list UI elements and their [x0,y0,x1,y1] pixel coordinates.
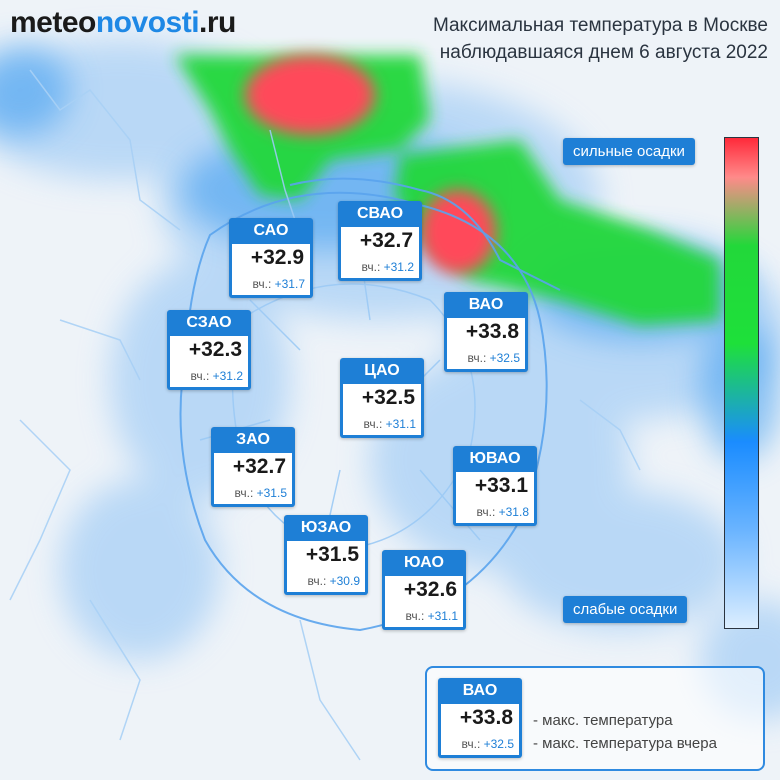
district-name: ВАО [462,682,498,699]
scale-bottom-label: слабые осадки [563,596,688,623]
prev-prefix: вч.: [467,351,487,365]
district-card-tsao: ЦАО +32.5 вч.: +31.1 [340,358,424,438]
district-name: ЮВАО [469,450,521,467]
district-name: ЮАО [404,554,444,571]
map-title: Максимальная температура в Москве наблюд… [433,12,768,66]
district-name: СЗАО [186,314,232,331]
title-line-1: Максимальная температура в Москве [432,15,768,36]
legend-sample-card: ВАО +33.8 вч.: +32.5 [438,678,522,758]
logo-part-meteo: meteo [10,6,96,39]
district-prev-temp: +30.9 [329,574,360,588]
prev-prefix: вч.: [405,609,425,623]
district-prev-temp: +32.5 [483,737,514,751]
district-name: ЗАО [236,431,270,448]
legend-temp-desc: - макс. температура [533,712,673,729]
legend-box: ВАО +33.8 вч.: +32.5 - макс. температура… [425,666,765,771]
legend-prev-desc: - макс. температура вчера [533,735,717,752]
district-prev-temp: +31.2 [383,260,414,274]
district-prev-temp: +31.5 [256,486,287,500]
site-logo[interactable]: meteonovosti.ru [10,6,236,40]
logo-part-novosti: novosti [95,6,200,39]
district-card-vao: ВАО +33.8 вч.: +32.5 [444,292,528,372]
district-card-yuao: ЮАО +32.6 вч.: +31.1 [382,550,466,630]
district-prev-temp: +32.5 [489,351,520,365]
district-name: ЦАО [364,362,400,379]
district-prev-temp: +31.8 [498,505,529,519]
district-temp: +32.3 [188,338,242,361]
title-line-2: наблюдавшаяся днем 6 августа 2022 [439,42,768,63]
district-temp: +32.9 [250,246,304,269]
district-name: СВАО [356,205,404,222]
district-temp: +32.7 [359,229,413,252]
district-name: ЮЗАО [300,519,352,536]
district-temp: +32.5 [361,386,415,409]
district-card-zao: ЗАО +32.7 вч.: +31.5 [211,427,295,507]
district-temp: +32.7 [232,455,286,478]
prev-prefix: вч.: [307,574,327,588]
district-prev-temp: +31.2 [212,369,243,383]
district-prev-temp: +31.1 [427,609,458,623]
scale-top-label: сильные осадки [563,138,695,165]
district-name: ВАО [468,296,504,313]
prev-prefix: вч.: [252,277,272,291]
district-card-yuvao: ЮВАО +33.1 вч.: +31.8 [453,446,537,526]
district-temp: +33.8 [459,706,513,729]
precip-color-scale [724,137,759,629]
district-card-yuzao: ЮЗАО +31.5 вч.: +30.9 [284,515,368,595]
district-temp: +32.6 [403,578,457,601]
district-temp: +33.8 [465,320,519,343]
prev-prefix: вч.: [190,369,210,383]
logo-part-domain: .ru [199,6,236,39]
district-prev-temp: +31.1 [385,417,416,431]
district-temp: +31.5 [305,543,359,566]
prev-prefix: вч.: [363,417,383,431]
district-name: САО [253,222,289,239]
district-card-sao: САО +32.9 вч.: +31.7 [229,218,313,298]
prev-prefix: вч.: [234,486,254,500]
prev-prefix: вч.: [461,737,481,751]
district-card-svao: СВАО +32.7 вч.: +31.2 [338,201,422,281]
prev-prefix: вч.: [476,505,496,519]
district-temp: +33.1 [474,474,528,497]
prev-prefix: вч.: [361,260,381,274]
district-card-szao: СЗАО +32.3 вч.: +31.2 [167,310,251,390]
district-prev-temp: +31.7 [274,277,305,291]
